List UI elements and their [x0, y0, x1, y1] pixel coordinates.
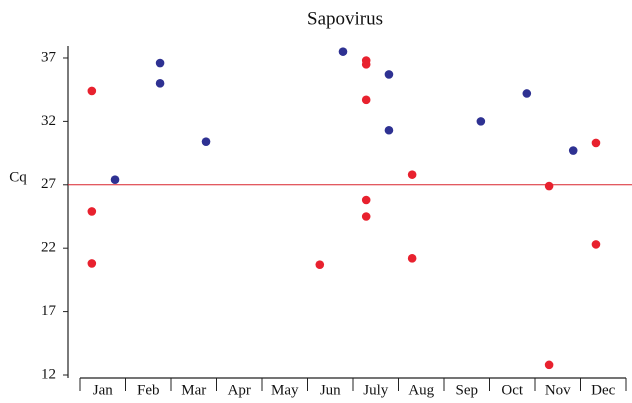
point	[87, 207, 97, 216]
point	[87, 259, 97, 268]
point	[338, 47, 348, 56]
y-tick-label: 32	[41, 113, 56, 129]
x-tick-label: Jun	[320, 382, 341, 398]
x-tick-label: Dec	[591, 382, 615, 398]
point	[361, 212, 371, 221]
point	[201, 137, 211, 146]
y-tick-label: 22	[41, 240, 56, 256]
point	[155, 58, 165, 68]
x-tick-label: Apr	[228, 382, 251, 398]
x-tick-label: Jan	[93, 382, 113, 398]
chart-title: Sapovirus	[307, 8, 383, 29]
x-tick-label: Feb	[137, 382, 160, 398]
point	[384, 125, 394, 135]
x-tick-label: Aug	[408, 382, 434, 398]
point	[591, 138, 601, 148]
y-tick-label: 27	[41, 176, 57, 192]
x-tick-label: Oct	[501, 382, 523, 398]
y-tick-label: 12	[41, 366, 56, 382]
point	[361, 95, 371, 105]
point	[87, 86, 97, 96]
point	[110, 175, 120, 185]
x-tick-label: July	[363, 382, 389, 398]
point	[384, 70, 394, 79]
point	[407, 254, 417, 263]
x-tick-label: Mar	[181, 382, 206, 398]
y-tick-label: 17	[41, 303, 57, 319]
x-tick-label: Sep	[456, 382, 479, 398]
x-tick-label: Nov	[545, 382, 571, 398]
point	[544, 181, 554, 191]
point	[361, 195, 371, 205]
point	[155, 79, 165, 88]
point	[407, 170, 417, 179]
y-axis-label: Cq	[9, 169, 27, 185]
x-tick-label: May	[271, 382, 299, 398]
point	[568, 146, 578, 155]
y-tick-label: 37	[41, 49, 57, 65]
point	[544, 360, 554, 370]
point	[522, 89, 532, 98]
point	[315, 260, 325, 269]
point	[476, 117, 486, 126]
point	[591, 240, 601, 249]
point	[361, 60, 371, 69]
